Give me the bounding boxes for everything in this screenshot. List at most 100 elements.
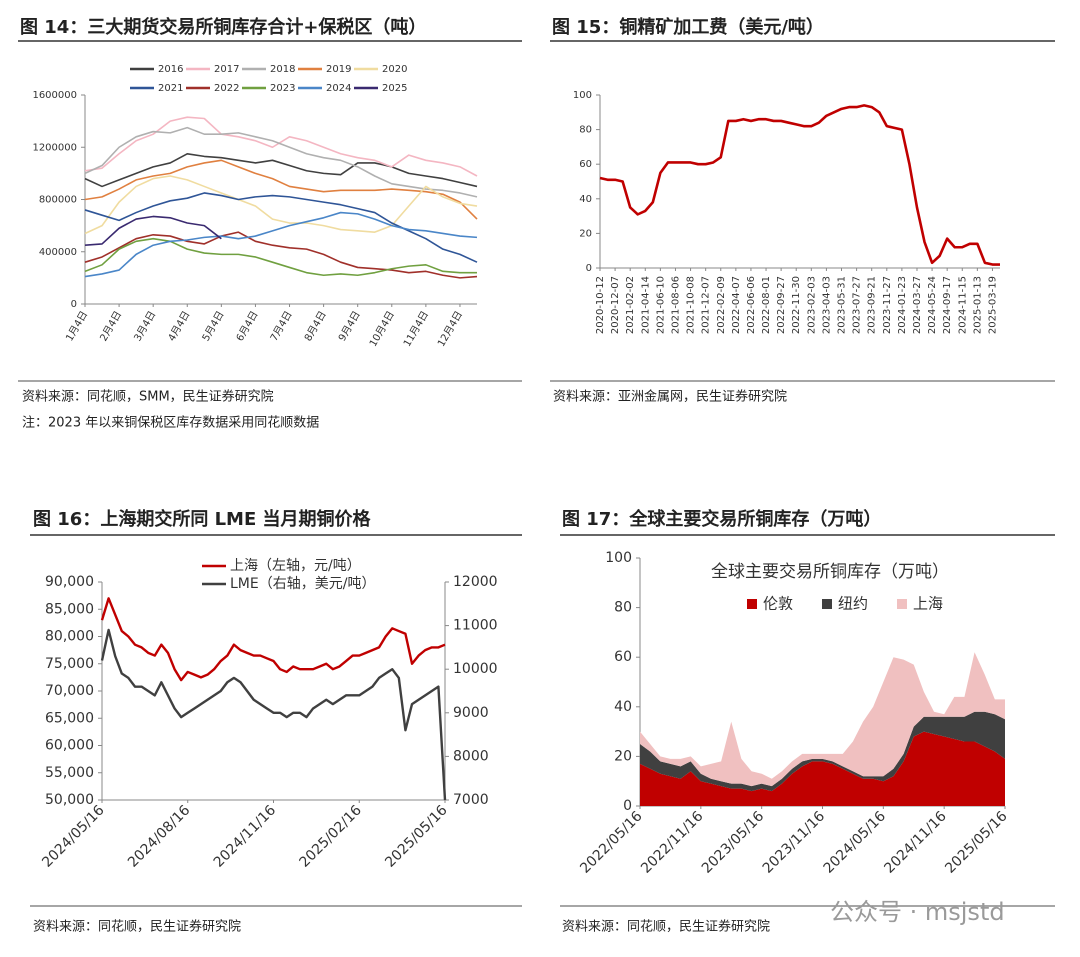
legend-label: 2022 [214,83,239,94]
line [84,215,222,247]
y-tick-label: 1200000 [32,142,77,153]
legend-label: 2018 [270,64,295,75]
x-tick-label: 2023-07-27 [852,276,863,334]
y-tick-label: 60 [614,649,632,665]
x-tick-label: 2021-10-08 [686,276,697,334]
x-tick-label: 2022-08-01 [761,276,772,334]
x-tick-label: 2025/02/16 [297,802,365,870]
x-tick-label: 2024/05/16 [39,802,107,870]
x-tick-label: 2021-06-10 [655,276,666,334]
x-tick-label: 2023-09-21 [867,276,878,334]
x-tick-label: 2024/05/16 [821,808,889,876]
x-tick-label: 2021-08-06 [670,276,681,334]
legend-label: 2016 [158,64,183,75]
y2-tick-label: 10000 [453,661,498,677]
y2-tick-label: 7000 [453,792,489,808]
x-tick-label: 2022-11-30 [791,276,802,334]
line [599,104,1000,266]
y-tick-label: 40 [614,699,632,715]
y-tick-label: 50,000 [45,792,94,808]
x-tick-label: 2025/05/16 [382,802,450,870]
y-tick-label: 65,000 [45,710,94,726]
panel-title: 图 14：三大期货交易所铜库存合计+保税区（吨） [20,16,426,38]
legend-label: 2017 [214,64,239,75]
x-tick-label: 2023-04-03 [821,276,832,334]
note: 注：2023 年以来铜保税区库存数据采用同花顺数据 [22,415,319,431]
y-tick-label: 1600000 [32,90,77,101]
x-tick-label: 2022-09-27 [776,276,787,334]
y-tick-label: 0 [586,263,592,274]
y-tick-label: 70,000 [45,683,94,699]
source: 资料来源：同花顺，SMM，民生证券研究院 [22,389,274,405]
x-tick-label: 2024/08/16 [125,802,193,870]
x-tick-label: 2024/11/16 [881,808,949,876]
y-tick-label: 20 [614,748,632,764]
line [100,597,446,682]
x-tick-label: 2022-06-06 [746,276,757,334]
line [84,231,478,279]
area [640,711,1005,792]
x-tick-label: 12月4日 [435,309,465,349]
line [84,152,478,188]
x-tick-label: 4月4日 [166,309,193,343]
y-tick-label: 60 [579,159,592,170]
y-tick-label: 0 [623,798,632,814]
x-tick-label: 2024-05-24 [927,276,938,334]
legend-label: 2019 [326,64,351,75]
y2-tick-label: 12000 [453,574,498,590]
y-tick-label: 40 [579,194,592,205]
x-tick-label: 2025-01-13 [972,276,983,334]
legend-swatch [822,599,832,609]
y-tick-label: 100 [605,550,632,566]
line [84,175,478,235]
y-tick-label: 20 [579,228,592,239]
legend-label: 2021 [158,83,183,94]
y-tick-label: 75,000 [45,656,94,672]
y-tick-label: 80 [579,125,592,136]
legend-label: 2024 [326,83,351,94]
legend-label: 上海 [913,595,943,613]
x-tick-label: 2024-01-23 [897,276,908,334]
y2-tick-label: 9000 [453,705,489,721]
y-tick-label: 100 [573,90,592,101]
y-tick-label: 800000 [39,195,77,206]
panel-title: 图 16：上海期交所同 LME 当月期铜价格 [33,508,372,530]
legend-label: 伦敦 [763,595,793,613]
y2-tick-label: 8000 [453,748,489,764]
x-tick-label: 2022-02-09 [716,276,727,334]
y-tick-label: 60,000 [45,738,94,754]
x-tick-label: 2021-04-14 [640,276,651,334]
legend-label: 纽约 [838,595,868,613]
x-tick-label: 2025-03-19 [987,276,998,334]
x-tick-label: 3月4日 [132,309,159,343]
legend-label: 2020 [382,64,407,75]
x-tick-label: 2022/05/16 [577,808,645,876]
x-tick-label: 2022/11/16 [638,808,706,876]
y-tick-label: 0 [71,299,77,310]
y-tick-label: 55,000 [45,765,94,781]
x-tick-label: 2023-11-27 [882,276,893,334]
line [100,628,447,801]
x-tick-label: 2021-12-07 [701,276,712,334]
legend-swatch [747,599,757,609]
x-tick-label: 2023-05-31 [837,276,848,334]
x-tick-label: 2023-02-03 [806,276,817,334]
x-tick-label: 2020-10-12 [595,276,606,334]
x-tick-label: 6月4日 [234,309,261,343]
legend-label: 上海（左轴，元/吨） [230,558,361,574]
panel-title: 图 17：全球主要交易所铜库存（万吨） [562,508,881,530]
x-tick-label: 2024-03-27 [912,276,923,334]
line [84,192,478,263]
y-tick-label: 85,000 [45,601,94,617]
x-tick-label: 2025/05/16 [942,808,1010,876]
y-tick-label: 400000 [39,247,77,258]
x-tick-label: 1月4日 [63,309,90,343]
x-tick-label: 2021-02-02 [625,276,636,334]
x-tick-label: 2月4日 [98,309,125,343]
panel-title: 图 15：铜精矿加工费（美元/吨） [552,16,824,38]
x-tick-label: 2022-04-07 [731,276,742,334]
x-tick-label: 2024-11-15 [957,276,968,334]
x-tick-label: 11月4日 [401,309,431,349]
x-tick-label: 9月4日 [336,309,363,343]
